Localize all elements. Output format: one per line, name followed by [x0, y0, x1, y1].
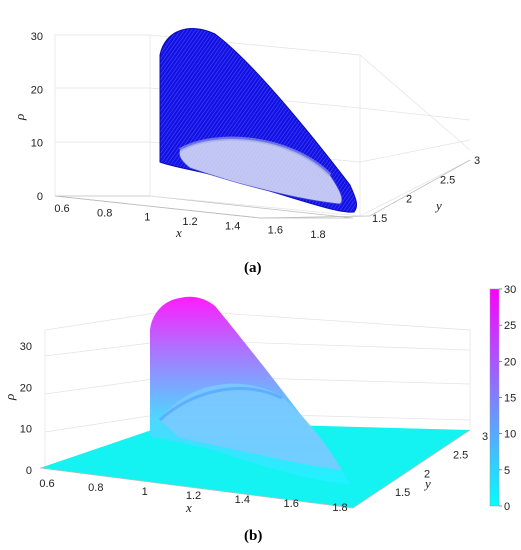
x-tick-label: 1.6	[268, 225, 283, 237]
x-tick-label: 1.8	[332, 502, 347, 514]
panel-b-colorbar: 0 5 10 15 20 25 30	[489, 284, 516, 513]
colorbar-tick-label: 0	[504, 501, 510, 513]
x-tick-label: 1.2	[186, 490, 201, 502]
colorbar-ticks: 0 5 10 15 20 25 30	[499, 284, 516, 513]
panel-b-caption: (b)	[244, 528, 262, 544]
z-tick-label: 10	[31, 138, 43, 150]
x-tick-label: 1.8	[310, 229, 325, 241]
colorbar-tick-label: 20	[504, 356, 516, 368]
x-tick-label: 1	[142, 486, 148, 498]
panel-b-floor	[40, 422, 470, 508]
x-tick-label: 1.6	[284, 498, 299, 510]
y-tick-label: 2	[406, 194, 412, 206]
panel-b-ylabel: y	[423, 476, 431, 491]
z-tick-label: 20	[20, 382, 32, 394]
panel-a-xlabel: x	[175, 225, 182, 240]
y-tick-label: 3	[474, 155, 480, 167]
colorbar-tick-label: 5	[504, 465, 510, 477]
x-tick-label: 1.4	[225, 220, 240, 232]
y-tick-label: 3	[482, 431, 488, 443]
z-tick-label: 30	[31, 31, 43, 43]
panel-a-ylabel: y	[434, 198, 442, 213]
y-tick-label: 1.5	[395, 487, 410, 499]
x-tick-label: 0.8	[88, 482, 103, 494]
y-tick-label: 2	[424, 468, 430, 480]
panel-b-inner-hole	[160, 383, 342, 470]
colorbar-tick-label: 25	[504, 320, 516, 332]
y-tick-label: 1.5	[372, 213, 387, 225]
y-tick-label: 2.5	[440, 174, 455, 186]
panel-b-zlabel: ρ	[2, 394, 17, 401]
z-tick-label: 0	[37, 191, 43, 203]
z-tick-label: 0	[26, 465, 32, 477]
colorbar-tick-label: 10	[504, 429, 516, 441]
panel-a-caption: (a)	[244, 260, 262, 276]
panel-b-xlabel: x	[185, 500, 192, 515]
x-tick-label: 0.8	[97, 207, 112, 219]
x-tick-label: 0.6	[54, 203, 69, 215]
panel-b-surface	[39, 296, 471, 509]
panel-a-surface	[159, 28, 357, 213]
x-tick-label: 0.6	[39, 478, 54, 490]
colorbar-tick-label: 15	[504, 393, 516, 405]
colorbar-tick-label: 30	[504, 284, 516, 296]
colorbar-gradient	[489, 288, 500, 507]
z-tick-label: 30	[20, 341, 32, 353]
x-tick-label: 1	[144, 212, 150, 224]
panel-a-zlabel: ρ	[12, 114, 27, 121]
x-tick-label: 1.2	[182, 216, 197, 228]
y-tick-label: 2.5	[453, 450, 468, 462]
z-tick-label: 20	[31, 84, 43, 96]
z-tick-label: 10	[20, 424, 32, 436]
x-tick-label: 1.4	[235, 494, 250, 506]
